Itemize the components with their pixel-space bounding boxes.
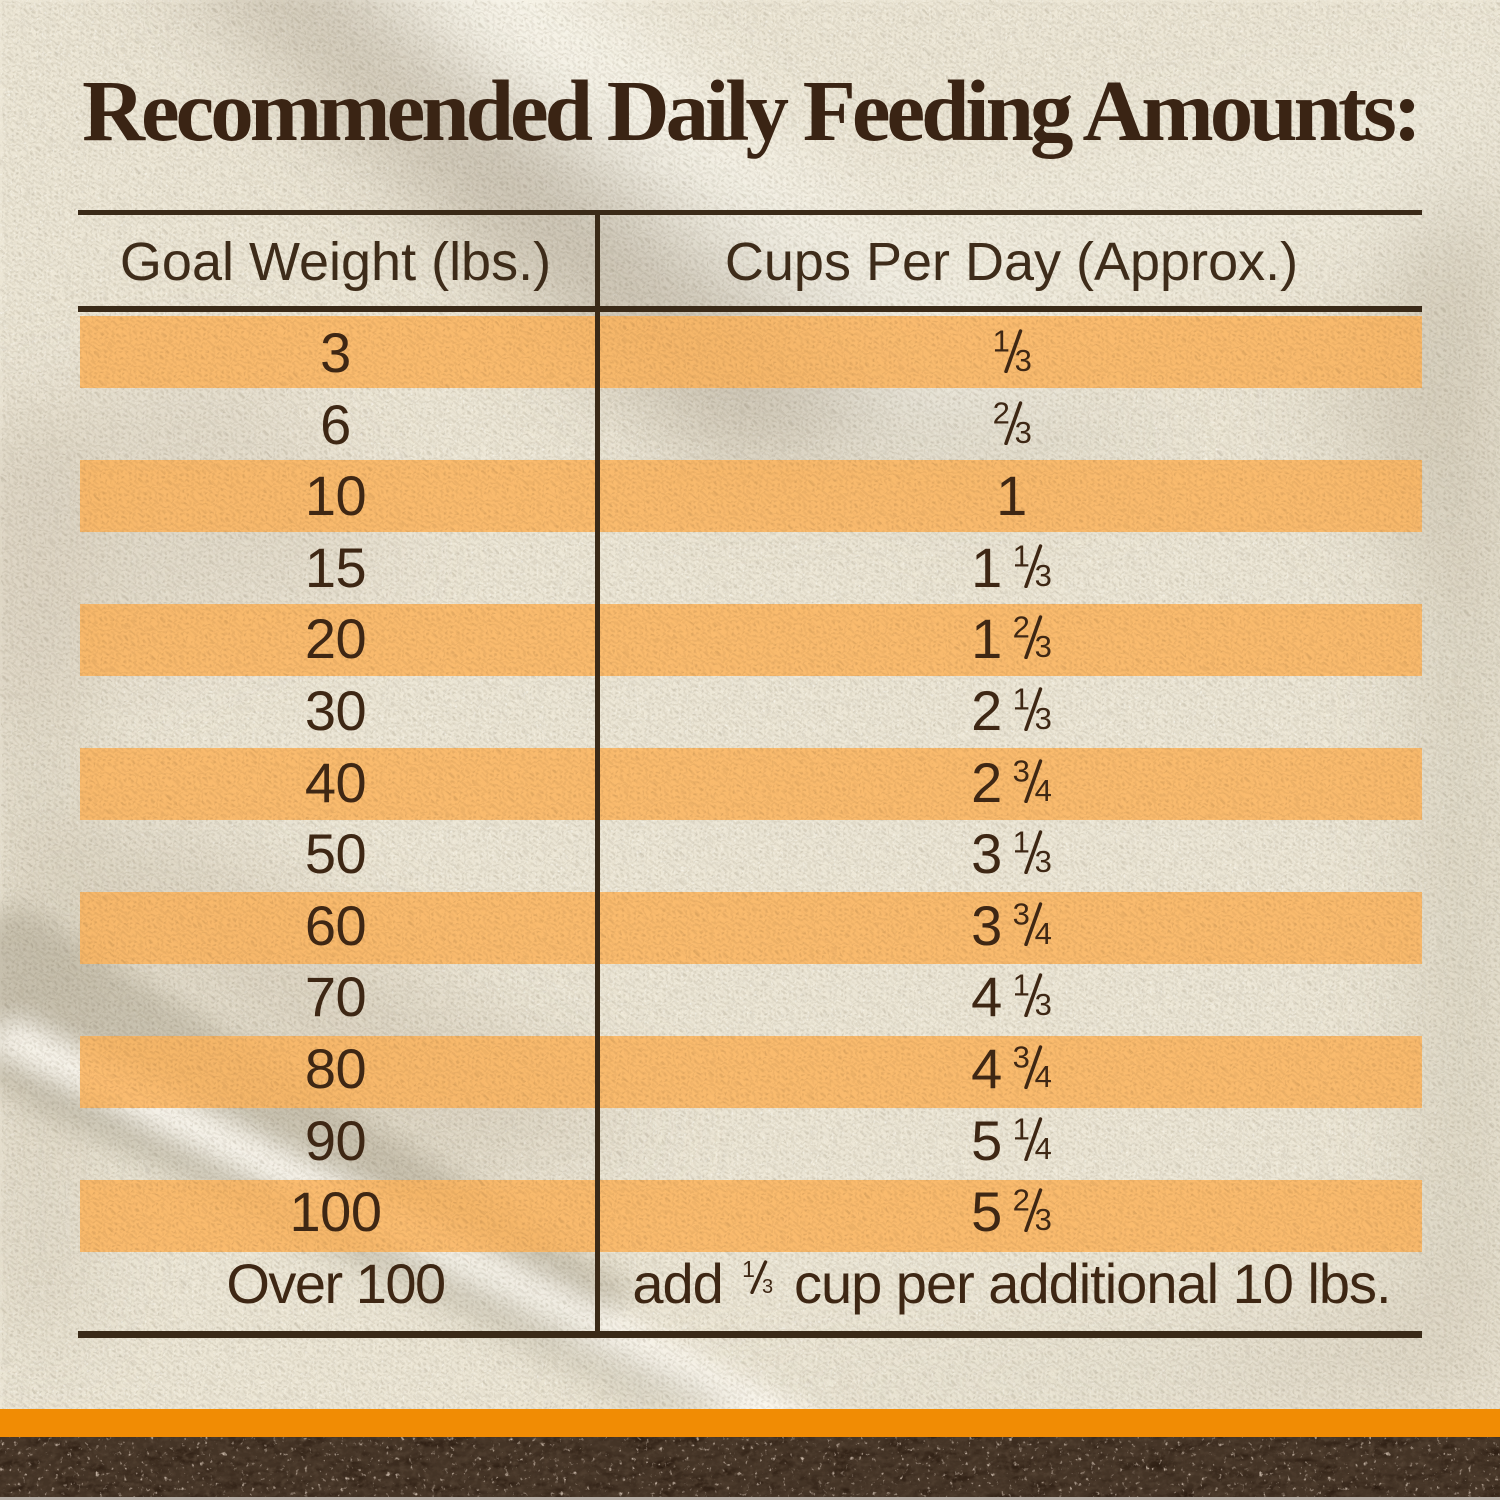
svg-text:1: 1: [1012, 830, 1029, 860]
svg-text:3: 3: [1034, 987, 1051, 1017]
svg-text:1: 1: [1012, 687, 1029, 717]
svg-text:2: 2: [1012, 1188, 1029, 1218]
svg-text:3: 3: [1034, 558, 1051, 588]
svg-text:4: 4: [1034, 773, 1051, 803]
svg-text:1: 1: [1012, 973, 1029, 1003]
svg-text:3: 3: [1034, 701, 1051, 731]
svg-text:1: 1: [1012, 1117, 1029, 1147]
svg-text:4: 4: [1034, 916, 1051, 946]
svg-text:2: 2: [1012, 615, 1029, 645]
svg-text:3: 3: [762, 1276, 773, 1294]
svg-text:4: 4: [1034, 1131, 1051, 1161]
svg-text:3: 3: [1034, 844, 1051, 874]
svg-text:1: 1: [742, 1260, 754, 1282]
svg-text:3: 3: [1034, 629, 1051, 659]
svg-text:3: 3: [1014, 343, 1031, 373]
svg-text:3: 3: [1012, 759, 1029, 789]
svg-text:3: 3: [1012, 1045, 1029, 1075]
svg-text:2: 2: [992, 401, 1009, 431]
svg-text:1: 1: [1012, 544, 1029, 574]
svg-text:4: 4: [1034, 1059, 1051, 1089]
svg-text:3: 3: [1034, 1202, 1051, 1232]
svg-text:1: 1: [992, 329, 1009, 359]
svg-text:3: 3: [1012, 902, 1029, 932]
svg-text:3: 3: [1014, 415, 1031, 445]
